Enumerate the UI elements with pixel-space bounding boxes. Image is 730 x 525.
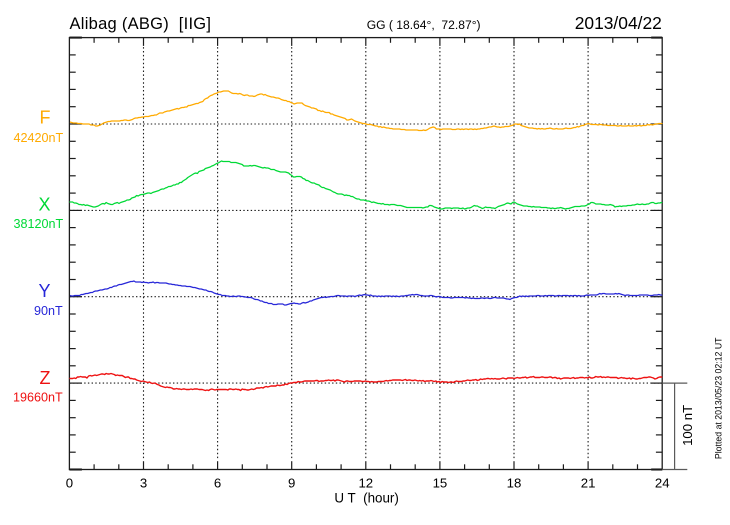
svg-text:6: 6 bbox=[214, 476, 221, 491]
svg-text:24: 24 bbox=[655, 476, 670, 491]
svg-text:100 nT: 100 nT bbox=[680, 405, 695, 446]
svg-text:F: F bbox=[40, 107, 51, 127]
svg-text:3: 3 bbox=[140, 476, 147, 491]
svg-text:X: X bbox=[38, 195, 50, 215]
svg-text:GG ( 18.64°, 72.87°): GG ( 18.64°, 72.87°) bbox=[367, 18, 481, 32]
svg-text:18: 18 bbox=[507, 476, 522, 491]
svg-text:9: 9 bbox=[288, 476, 295, 491]
svg-text:Z: Z bbox=[40, 368, 51, 388]
svg-text:15: 15 bbox=[433, 476, 448, 491]
svg-text:0: 0 bbox=[66, 476, 73, 491]
svg-text:19660nT: 19660nT bbox=[13, 390, 63, 404]
svg-text:Plotted at 2013/05/23 02:12 UT: Plotted at 2013/05/23 02:12 UT bbox=[714, 337, 724, 459]
svg-text:2013/04/22: 2013/04/22 bbox=[575, 13, 662, 33]
svg-text:42420nT: 42420nT bbox=[13, 131, 63, 145]
svg-text:38120nT: 38120nT bbox=[13, 217, 63, 231]
svg-text:Alibag (ABG) [IIG]: Alibag (ABG) [IIG] bbox=[70, 15, 212, 33]
svg-text:21: 21 bbox=[581, 476, 596, 491]
svg-text:12: 12 bbox=[358, 476, 373, 491]
svg-text:U T (hour): U T (hour) bbox=[334, 491, 399, 506]
svg-text:Y: Y bbox=[38, 281, 50, 301]
svg-text:90nT: 90nT bbox=[34, 304, 63, 318]
